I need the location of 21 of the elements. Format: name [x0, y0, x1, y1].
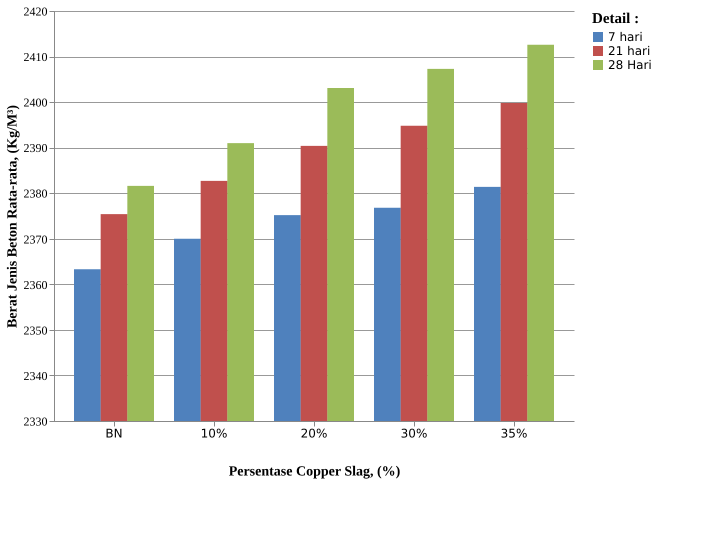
y-tick-label: 2340 — [24, 368, 48, 383]
legend-label: 7 hari — [608, 30, 643, 44]
x-tick-label: BN — [105, 426, 123, 440]
y-tick-label: 2390 — [24, 141, 48, 156]
x-axis-title: Persentase Copper Slag, (%) — [228, 464, 401, 480]
legend-label: 21 hari — [608, 44, 650, 58]
y-axis-title: Berat Jenis Beton Rata-rata, (Kg/M³) — [6, 104, 20, 328]
legend-label: 28 Hari — [608, 58, 652, 72]
y-tick-label: 2420 — [24, 4, 48, 18]
y-tick-label: 2330 — [24, 414, 48, 428]
y-tick-label: 2350 — [24, 323, 48, 338]
y-tick-label: 2400 — [24, 96, 48, 110]
y-tick-label: 2380 — [24, 186, 48, 201]
legend-title: Detail : — [592, 11, 640, 27]
y-tick-label: 2360 — [24, 278, 48, 292]
x-tick-label: 35% — [500, 426, 528, 440]
x-tick-label: 10% — [200, 426, 228, 440]
x-tick-label: 20% — [300, 426, 328, 440]
y-tick-label: 2410 — [24, 50, 48, 64]
y-tick-label: 2370 — [24, 232, 48, 246]
x-tick-label: 30% — [400, 426, 428, 440]
